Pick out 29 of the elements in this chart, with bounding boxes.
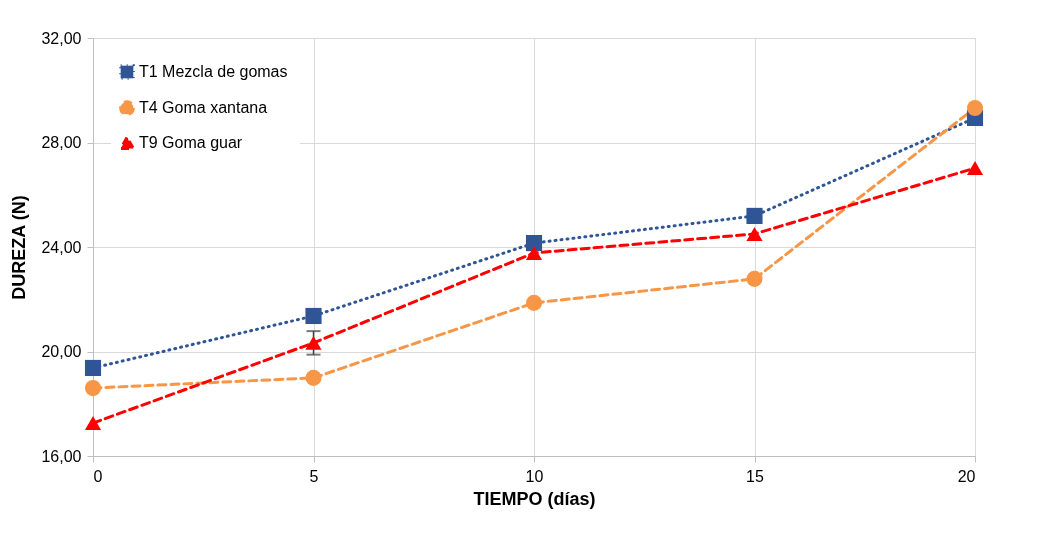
point [305, 307, 322, 325]
x-tick-label: 0 [93, 467, 103, 485]
point [525, 294, 543, 311]
y-tick-label: 32,00 [41, 29, 82, 47]
point [305, 335, 322, 350]
point [746, 270, 763, 287]
y-tick-label: 16,00 [41, 447, 82, 465]
x-tick-label: 10 [525, 467, 544, 485]
legend-label: T9 Goma guar [139, 134, 243, 151]
point [966, 99, 984, 117]
x-tick-label: 20 [957, 467, 976, 485]
point [525, 235, 543, 252]
point [305, 369, 322, 386]
y-axis-title: DUREZA (N) [9, 195, 30, 300]
y-tick-label: 28,00 [41, 134, 82, 151]
point [746, 207, 763, 224]
x-tick-label: 5 [309, 467, 319, 485]
point [746, 226, 763, 241]
y-tick-label: 24,00 [41, 238, 82, 256]
y-tick-label: 20,00 [41, 343, 82, 360]
point [966, 161, 984, 176]
x-axis-title: TIEMPO (días) [473, 488, 596, 509]
legend-label: T4 Goma xantana [139, 99, 268, 116]
legend-label: T1 Mezcla de gomas [139, 63, 288, 80]
point [84, 380, 102, 397]
point [84, 359, 102, 377]
x-tick-label: 15 [746, 467, 764, 485]
point [84, 416, 102, 431]
point [525, 246, 543, 260]
